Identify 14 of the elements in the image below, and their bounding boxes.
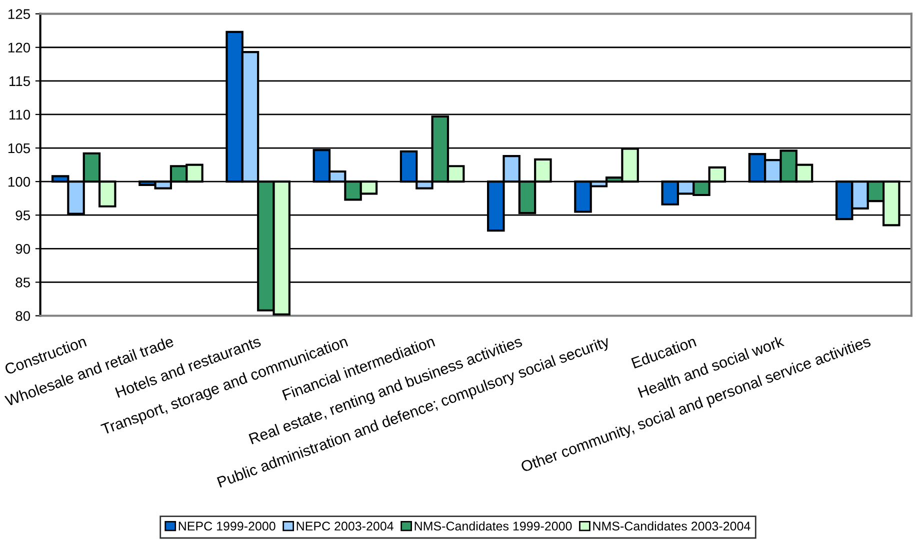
legend-label: NMS-Candidates 1999-2000	[414, 521, 572, 531]
y-tick-label: 95	[16, 210, 30, 220]
y-tick-label: 85	[16, 278, 30, 288]
y-tick-label: 90	[16, 244, 30, 254]
y-tick-label: 105	[8, 143, 30, 154]
y-tick-label: 125	[8, 9, 30, 19]
y-tick-label: 120	[8, 42, 30, 53]
legend-label: NEPC 1999-2000	[178, 522, 276, 531]
y-tick-label: 80	[16, 311, 30, 321]
y-tick-label: 100	[8, 176, 30, 187]
legend-label: NMS-Candidates 2003-2004	[593, 521, 750, 531]
legend-label: NEPC 2003-2004	[296, 522, 394, 531]
y-tick-label: 110	[9, 110, 30, 120]
y-tick-label: 115	[9, 76, 30, 86]
